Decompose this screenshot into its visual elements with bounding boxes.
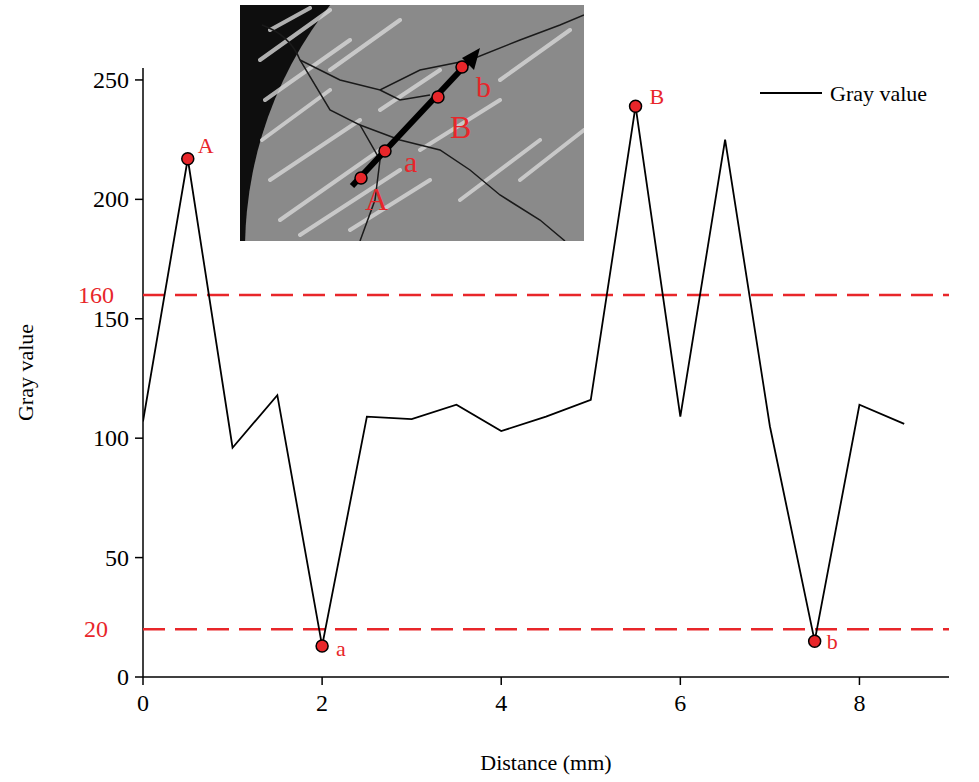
inset-streak bbox=[420, 100, 500, 150]
y-tick bbox=[135, 79, 143, 81]
inset-streak bbox=[265, 40, 350, 100]
inset-streak bbox=[520, 130, 584, 180]
inset-content bbox=[245, 5, 584, 241]
y-tick bbox=[135, 557, 143, 559]
inset-point bbox=[379, 145, 391, 157]
x-tick-label: 0 bbox=[137, 690, 149, 716]
inset-streak bbox=[330, 20, 400, 70]
inset-streak bbox=[262, 90, 330, 140]
annotation-point bbox=[809, 635, 821, 647]
y-tick bbox=[135, 318, 143, 320]
inset-crack bbox=[300, 15, 584, 90]
x-axis-title: Distance (mm) bbox=[480, 750, 611, 775]
reference-label: 160 bbox=[78, 282, 114, 308]
annotation-point bbox=[630, 100, 642, 112]
y-tick-label: 0 bbox=[117, 664, 129, 690]
inset-arrow bbox=[352, 58, 472, 186]
inset-crack bbox=[262, 25, 380, 241]
y-axis-title: Gray value bbox=[13, 324, 38, 421]
annotation-label: a bbox=[336, 636, 346, 661]
y-tick-label: 250 bbox=[93, 67, 129, 93]
annotation-point bbox=[316, 640, 328, 652]
x-tick bbox=[680, 677, 682, 685]
chart: 0 2 4 6 8 0 50 100 150 200 250 Distance (mm) Gray va… bbox=[0, 0, 979, 782]
y-tick-label: 50 bbox=[105, 545, 129, 571]
inset-streak bbox=[460, 140, 540, 200]
y-tick-label: 150 bbox=[93, 306, 129, 332]
y-tick-label: 200 bbox=[93, 186, 129, 212]
inset-streak bbox=[500, 30, 570, 80]
x-tick bbox=[500, 677, 502, 685]
annotation-point bbox=[182, 153, 194, 165]
x-tick-label: 6 bbox=[674, 690, 686, 716]
legend-label: Gray value bbox=[830, 81, 927, 106]
annotation-label: B bbox=[650, 84, 665, 109]
reference-line bbox=[143, 294, 949, 297]
x-tick bbox=[859, 677, 861, 685]
inset-label: B bbox=[450, 109, 471, 145]
inset-streak bbox=[270, 120, 360, 180]
inset-point bbox=[432, 91, 444, 103]
x-tick-label: 2 bbox=[316, 690, 328, 716]
inset-label: a bbox=[404, 145, 417, 178]
x-tick-label: 8 bbox=[853, 690, 865, 716]
inset-streak bbox=[270, 8, 310, 30]
inset-streak bbox=[350, 180, 430, 230]
annotation-label: b bbox=[827, 629, 838, 654]
x-tick bbox=[142, 677, 144, 685]
y-tick bbox=[135, 676, 143, 678]
reference-label: 20 bbox=[84, 616, 108, 642]
inset-label: A bbox=[365, 181, 388, 217]
y-tick bbox=[135, 437, 143, 439]
inset: AaBb bbox=[240, 0, 979, 645]
y-tick bbox=[135, 199, 143, 201]
y-tick-label: 100 bbox=[93, 425, 129, 451]
inset-point bbox=[456, 61, 468, 73]
x-tick-label: 4 bbox=[495, 690, 507, 716]
inset-streak bbox=[300, 170, 400, 235]
inset-sample bbox=[245, 5, 584, 241]
y-axis bbox=[142, 68, 144, 677]
x-tick bbox=[321, 677, 323, 685]
inset-label: b bbox=[476, 70, 491, 103]
x-axis bbox=[143, 676, 949, 678]
inset-crack bbox=[380, 90, 430, 100]
annotation-label: A bbox=[198, 133, 214, 158]
legend-swatch bbox=[760, 92, 822, 94]
